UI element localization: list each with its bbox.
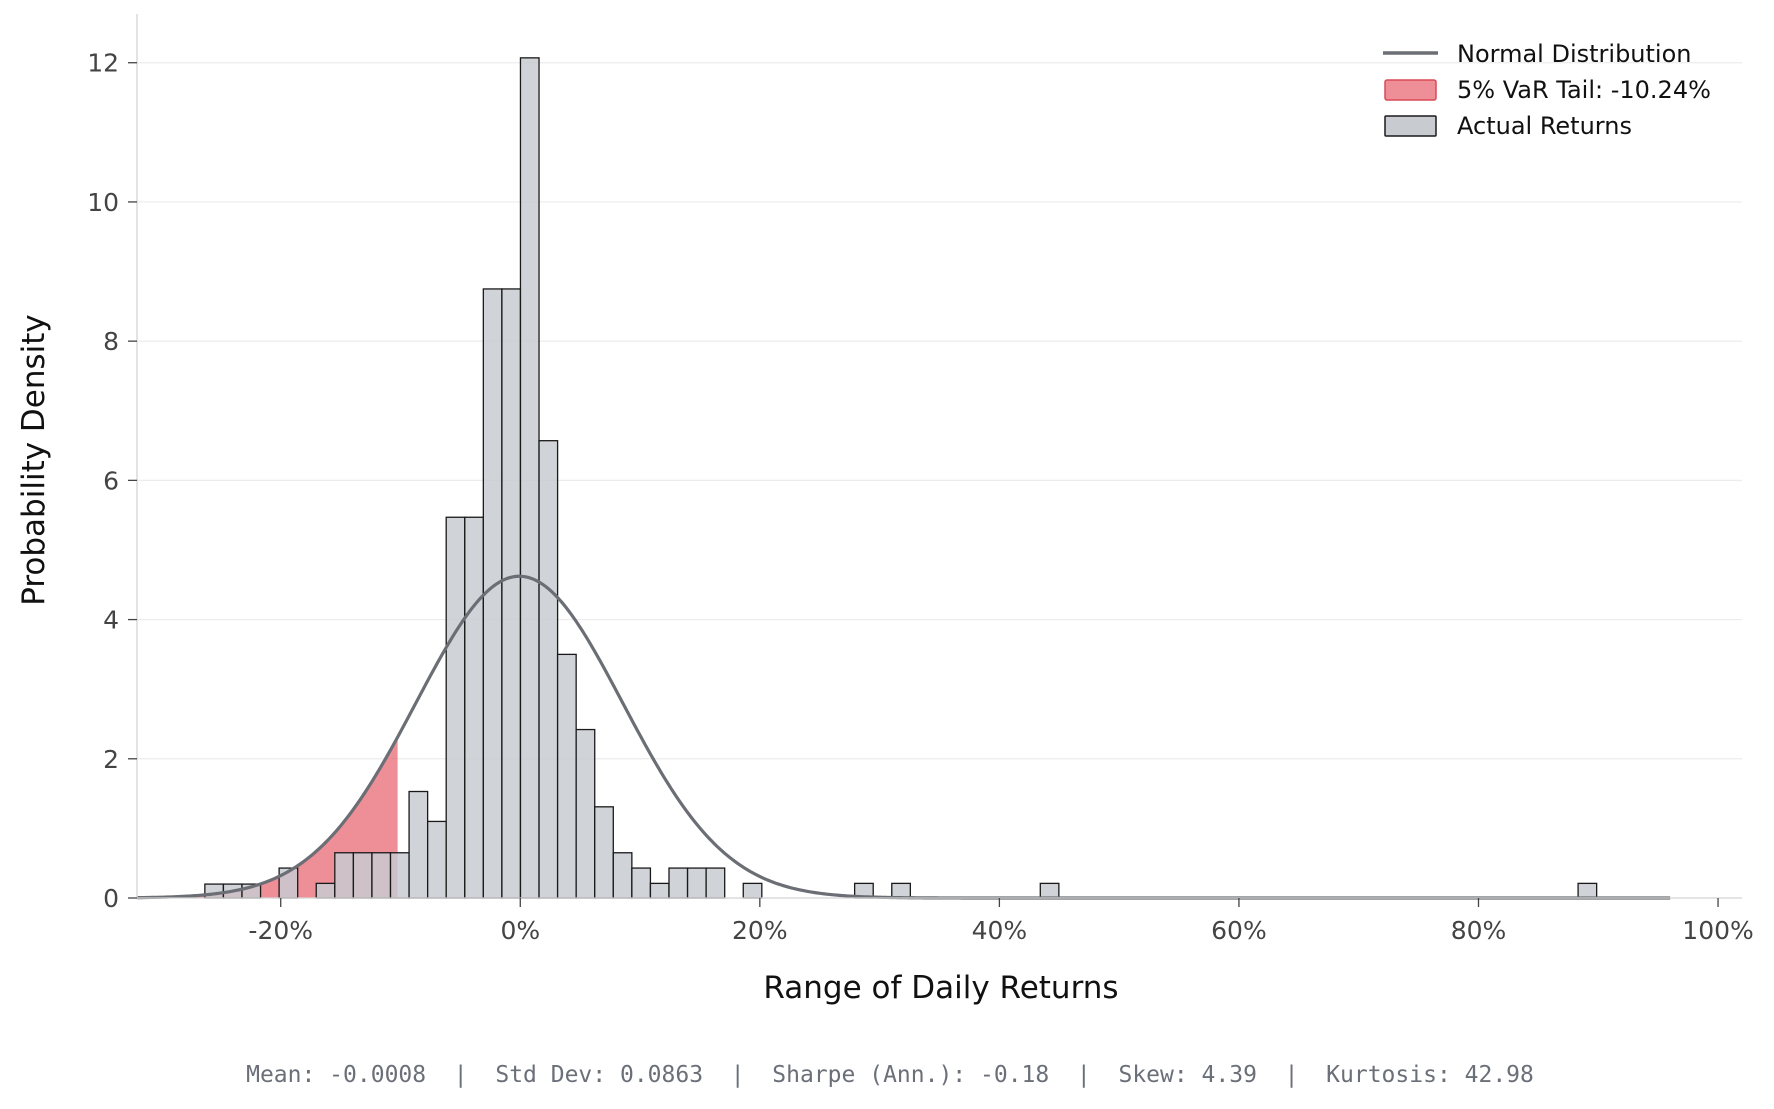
x-tick-label: -20% <box>248 916 313 945</box>
y-tick-label: 6 <box>103 466 119 495</box>
histogram-bar <box>519 57 540 899</box>
x-tick-label: 80% <box>1451 916 1507 945</box>
summary-statistics: Mean: -0.0008 | Std Dev: 0.0863 | Sharpe… <box>246 1062 1534 1088</box>
histogram-bar <box>742 882 763 899</box>
x-tick-label: 20% <box>732 916 788 945</box>
histogram-bar <box>464 516 484 899</box>
tick-labels: 0 2 4 6 8 10 12 -20% 0% 20% 40% 60% 80% 100% <box>87 49 1754 945</box>
x-tick-label: 100% <box>1682 916 1753 945</box>
y-tick-label: 4 <box>103 606 119 635</box>
x-axis-title: Range of Daily Returns <box>763 970 1118 1006</box>
histogram-bar <box>556 653 577 899</box>
histogram-bar <box>315 882 336 899</box>
y-tick-label: 0 <box>103 884 119 913</box>
histogram-bar <box>501 288 522 899</box>
y-tick-label: 10 <box>87 188 119 217</box>
y-tick-label: 2 <box>103 745 119 774</box>
histogram-bars <box>204 57 1598 899</box>
histogram-bar <box>668 867 689 899</box>
histogram-bar <box>426 820 447 899</box>
var-tail-layer <box>137 737 398 898</box>
legend-var-tail-label: 5% VaR Tail: -10.24% <box>1457 76 1711 104</box>
histogram-bar <box>575 728 596 899</box>
histogram-bar <box>631 867 652 899</box>
y-axis-title: Probability Density <box>16 314 52 606</box>
x-tick-label: 40% <box>972 916 1028 945</box>
legend-var-tail-swatch <box>1384 79 1437 101</box>
y-tick-label: 8 <box>103 327 119 356</box>
histogram-bar <box>1039 882 1060 899</box>
histogram-bar <box>538 440 559 899</box>
histogram-bar <box>686 867 707 899</box>
histogram-bar <box>705 867 726 899</box>
histogram-bar <box>389 852 410 899</box>
histogram-bar <box>371 852 392 899</box>
legend-actual-returns-swatch <box>1384 115 1437 137</box>
y-tick-label: 12 <box>87 49 119 78</box>
var-tail-area <box>137 737 398 898</box>
histogram-bar <box>1577 882 1598 899</box>
axes <box>136 14 1742 899</box>
histogram-bar <box>649 882 670 899</box>
histogram-bar <box>612 852 633 899</box>
histogram-bar <box>891 882 911 899</box>
histogram-bar <box>334 852 355 899</box>
histogram-bar <box>594 806 614 899</box>
legend-normal-label: Normal Distribution <box>1457 40 1691 68</box>
histogram-bar <box>408 790 429 899</box>
histogram-bar <box>445 516 466 899</box>
legend-actual-returns-label: Actual Returns <box>1457 112 1632 140</box>
x-tick-label: 60% <box>1211 916 1267 945</box>
legend: Normal Distribution 5% VaR Tail: -10.24%… <box>1383 40 1711 140</box>
x-tick-label: 0% <box>500 916 540 945</box>
grid-lines <box>137 62 1742 760</box>
histogram-bar <box>352 852 373 899</box>
